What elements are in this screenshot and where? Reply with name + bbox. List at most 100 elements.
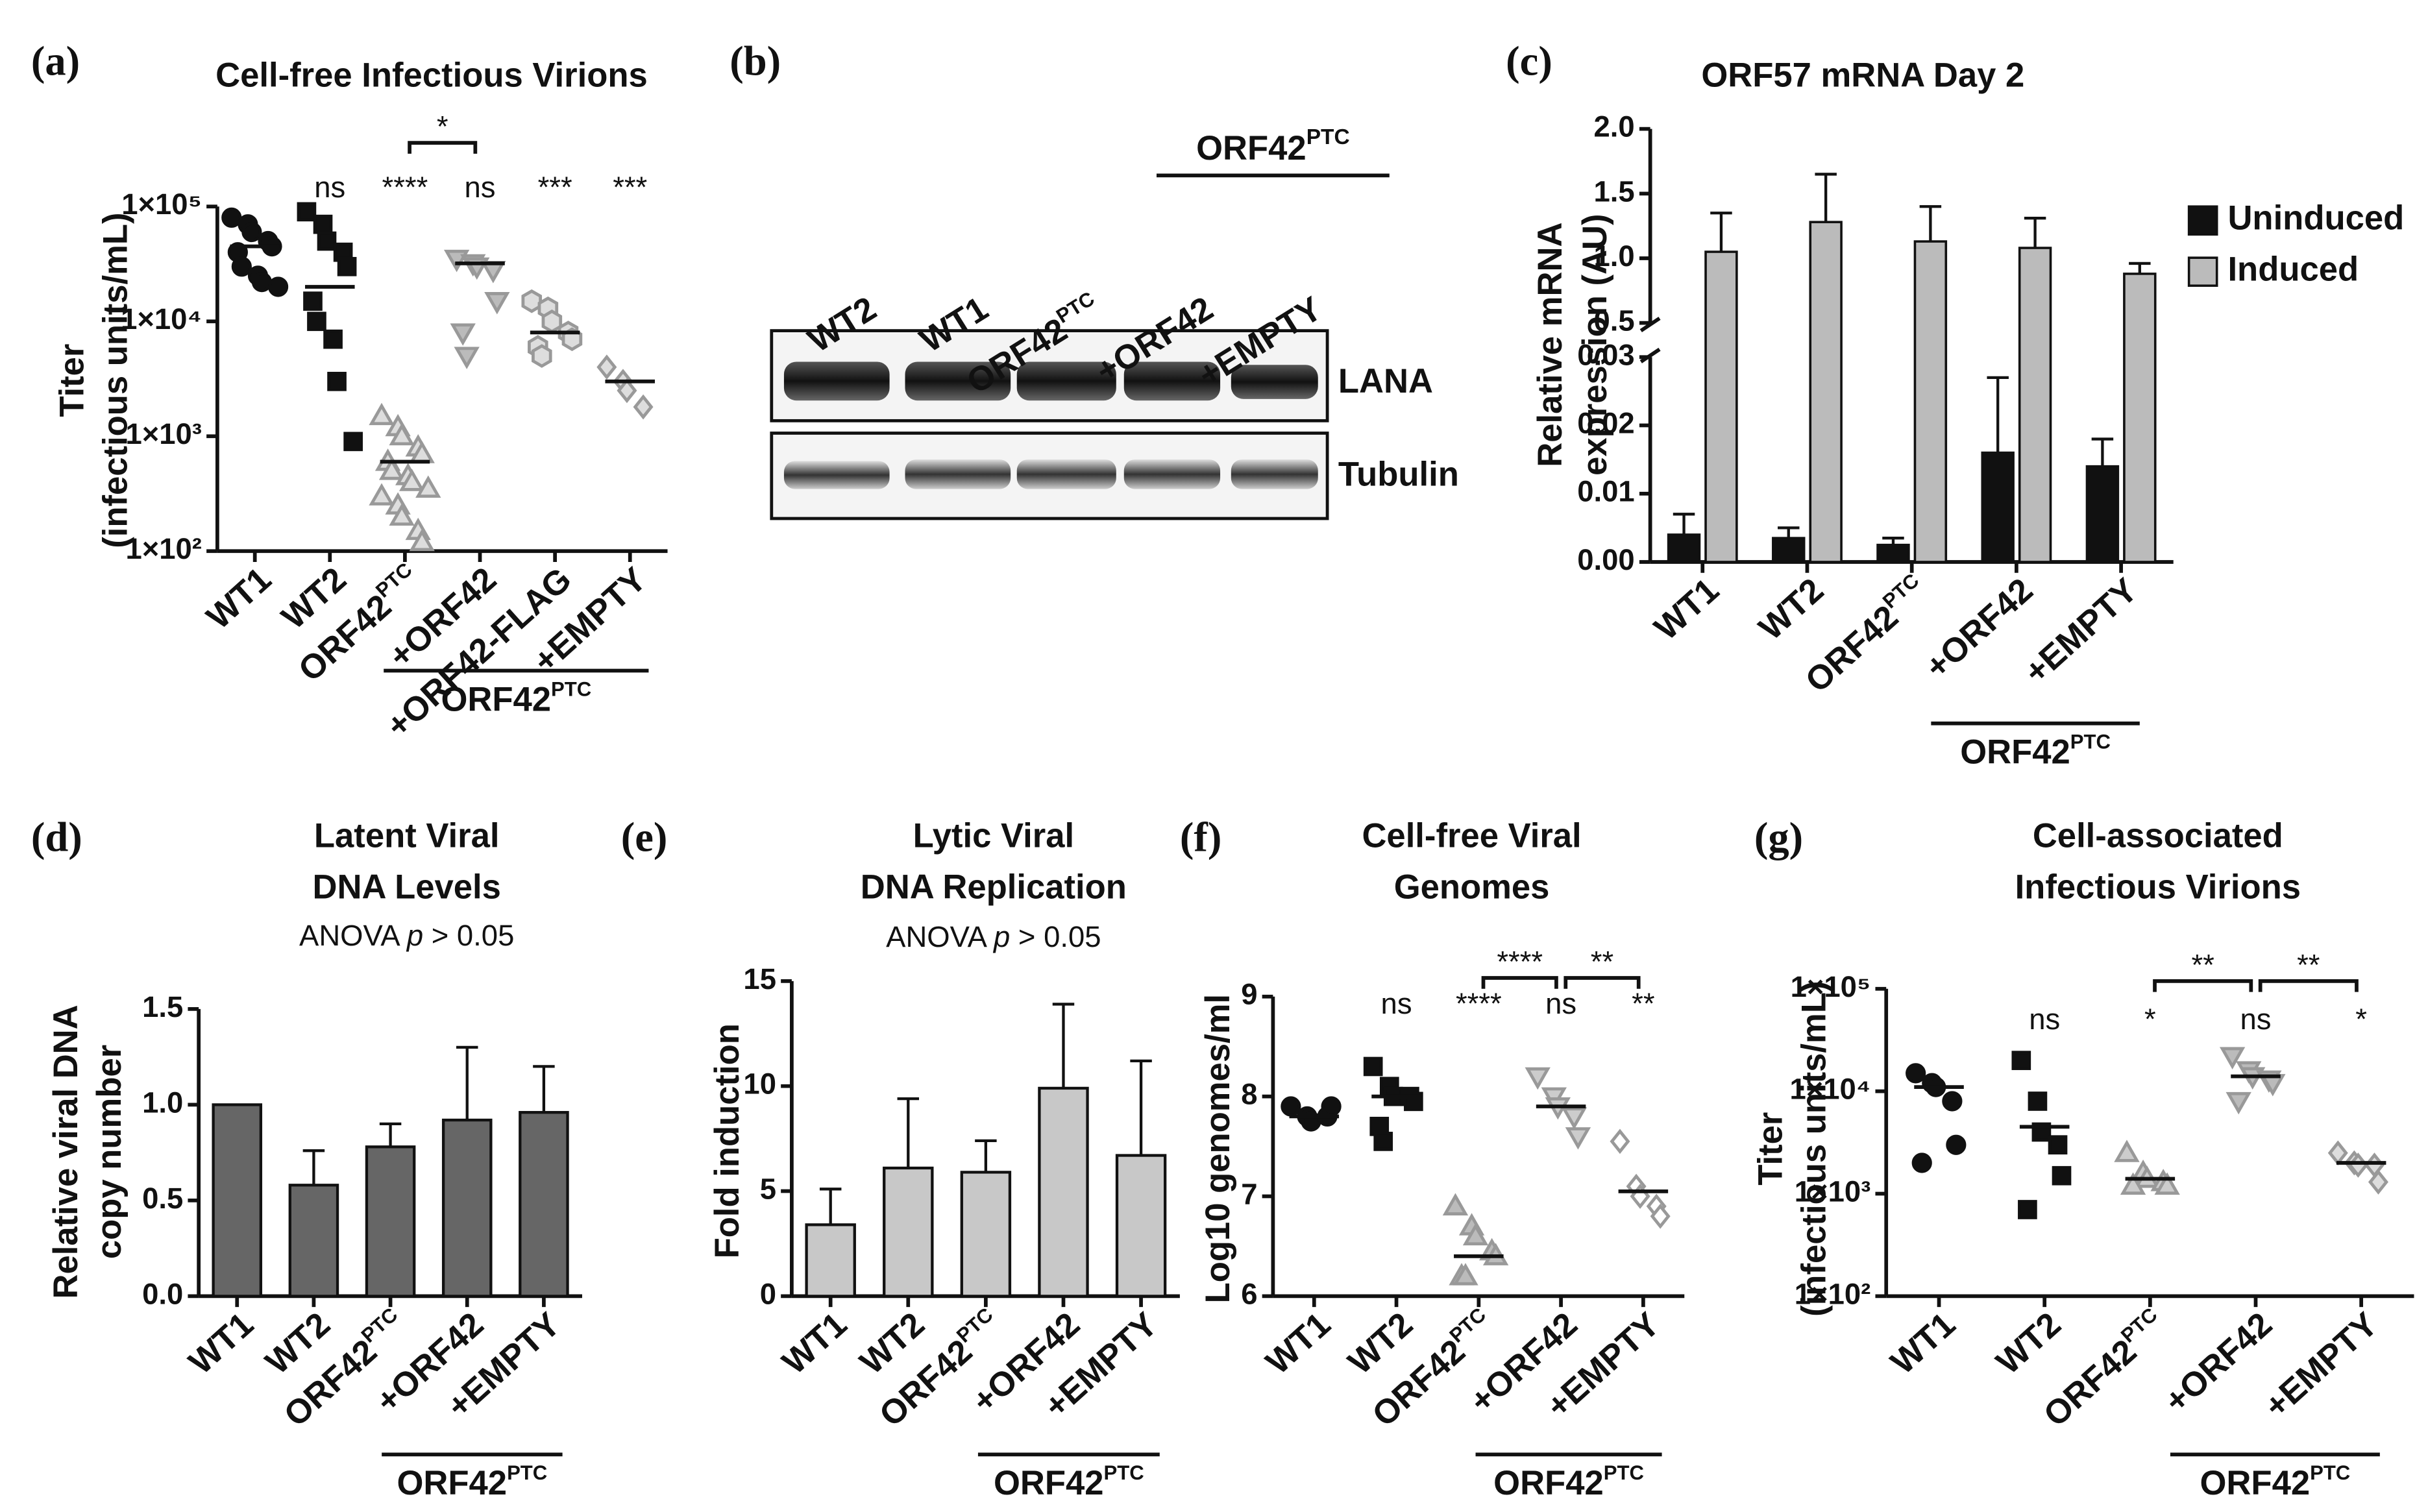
- y-tick-label: 2.0: [1594, 110, 1635, 143]
- significance: ***: [613, 171, 647, 204]
- x-tick-label: +EMPTY: [2257, 1305, 2385, 1426]
- y-axis-label: Relative viral DNA: [47, 1005, 85, 1299]
- bar: [441, 1118, 493, 1298]
- y-axis-label: (infectious units/mL): [97, 212, 135, 548]
- error-bar: [533, 1065, 555, 1113]
- bar: [519, 1111, 569, 1298]
- data-point: [231, 256, 252, 277]
- y-axis-label: Log10 genomes/ml: [1199, 994, 1237, 1304]
- y-tick-label: 1.5: [142, 990, 183, 1023]
- data-point: [1525, 1067, 1551, 1090]
- data-point: [1650, 1203, 1671, 1229]
- y-axis-label: (infectious units/mL): [1795, 981, 1833, 1317]
- error-bar: [1778, 526, 1800, 539]
- significance: ns: [314, 171, 345, 204]
- data-point: [633, 394, 654, 420]
- x-tick-label: WT2: [1989, 1305, 2068, 1382]
- x-tick-label-text: WT1: [199, 560, 278, 637]
- data-point: [343, 432, 363, 452]
- data-point: [267, 276, 289, 297]
- error-bar: [897, 1097, 920, 1168]
- error-bar: [1815, 173, 1837, 223]
- group-label-text: ORF42: [397, 1464, 508, 1502]
- y-tick-label: 0.02: [1577, 407, 1634, 440]
- group-label-text: ORF42: [441, 680, 551, 718]
- significance: *: [2144, 1003, 2156, 1036]
- x-tick-label: WT1: [199, 560, 278, 637]
- y-tick-label: 0.01: [1577, 475, 1634, 508]
- data-point: [2114, 1140, 2140, 1162]
- significance: ns: [465, 171, 496, 204]
- significance: ****: [1456, 987, 1502, 1020]
- bracket-label: **: [2191, 948, 2214, 981]
- significance: *: [2355, 1003, 2367, 1036]
- error-bar: [456, 1045, 478, 1120]
- chart-title: Cell-associated: [2033, 817, 2283, 855]
- y-tick-label: 0.03: [1577, 338, 1634, 371]
- legend-swatch: [2187, 256, 2218, 287]
- y-tick-label: 15: [743, 962, 776, 995]
- x-tick-label: WT1: [1883, 1305, 1963, 1382]
- data-point: [241, 221, 262, 243]
- data-point: [1453, 1263, 1478, 1286]
- data-point: [221, 207, 242, 228]
- chart-title: Cell-free Viral: [1362, 817, 1581, 855]
- data-point: [2327, 1140, 2348, 1166]
- y-tick-label: 1×10³: [125, 417, 201, 450]
- data-point: [2226, 1091, 2251, 1115]
- x-tick-label-text: +ORF42: [2157, 1305, 2279, 1421]
- bar: [1115, 1154, 1167, 1298]
- data-point: [1363, 1056, 1383, 1077]
- data-point: [415, 475, 441, 498]
- data-point: [1942, 1091, 1963, 1112]
- group-label-text: ORF42: [1960, 733, 2070, 772]
- bar: [805, 1223, 856, 1298]
- x-tick-label: WT1: [1647, 571, 1726, 648]
- group-label: ORF42PTC: [1493, 1461, 1644, 1502]
- panel-label: (c): [1506, 37, 1552, 84]
- group-label: ORF42PTC: [2200, 1461, 2351, 1502]
- y-tick-label: 1.5: [1594, 175, 1635, 208]
- y-tick-label: 8: [1241, 1078, 1257, 1111]
- y-tick-label: 1×10⁵: [1791, 970, 1871, 1003]
- data-point: [454, 347, 480, 369]
- data-point: [450, 323, 476, 346]
- subtitle-part: > 0.05: [1010, 920, 1101, 953]
- data-point: [409, 528, 435, 552]
- error-bar: [1710, 212, 1732, 252]
- bar: [365, 1145, 416, 1298]
- y-tick-label: 0.5: [1594, 304, 1635, 337]
- chart-title: Infectious Virions: [2015, 868, 2301, 907]
- data-point: [337, 256, 357, 276]
- data-point: [2048, 1135, 2068, 1155]
- x-tick-label-text: WT2: [1989, 1305, 2068, 1382]
- x-tick-label-text: WT1: [1883, 1305, 1963, 1382]
- x-tick-label-text: +EMPTY: [2017, 571, 2145, 692]
- data-point: [327, 371, 347, 391]
- data-point: [1561, 1107, 1588, 1130]
- data-point: [323, 329, 343, 349]
- group-label-text: ORF42: [994, 1464, 1104, 1502]
- data-point: [2368, 1169, 2388, 1195]
- y-tick-label: 0.00: [1577, 543, 1634, 576]
- y-tick-label: 1×10²: [125, 532, 201, 565]
- bar: [2085, 465, 2120, 563]
- legend-label: Induced: [2227, 250, 2359, 289]
- group-label: ORF42PTC: [1196, 125, 1350, 167]
- bar: [1038, 1086, 1089, 1298]
- bar: [288, 1184, 339, 1298]
- panel-label: (b): [730, 37, 781, 84]
- data-point: [521, 289, 543, 313]
- group-label-sup: PTC: [1604, 1461, 1644, 1484]
- x-tick-label: WT1: [182, 1305, 261, 1382]
- bracket-label: **: [1591, 945, 1613, 979]
- data-point: [1281, 1096, 1301, 1117]
- group-label-sup: PTC: [1104, 1461, 1144, 1484]
- subtitle: ANOVA p > 0.05: [299, 919, 514, 952]
- bar: [960, 1171, 1012, 1298]
- bar: [2123, 273, 2157, 563]
- bar: [1772, 537, 1806, 563]
- y-axis-label: copy number: [90, 1045, 129, 1259]
- y-axis-label: Relative mRNA: [1531, 223, 1569, 467]
- chart-title: DNA Replication: [861, 868, 1127, 907]
